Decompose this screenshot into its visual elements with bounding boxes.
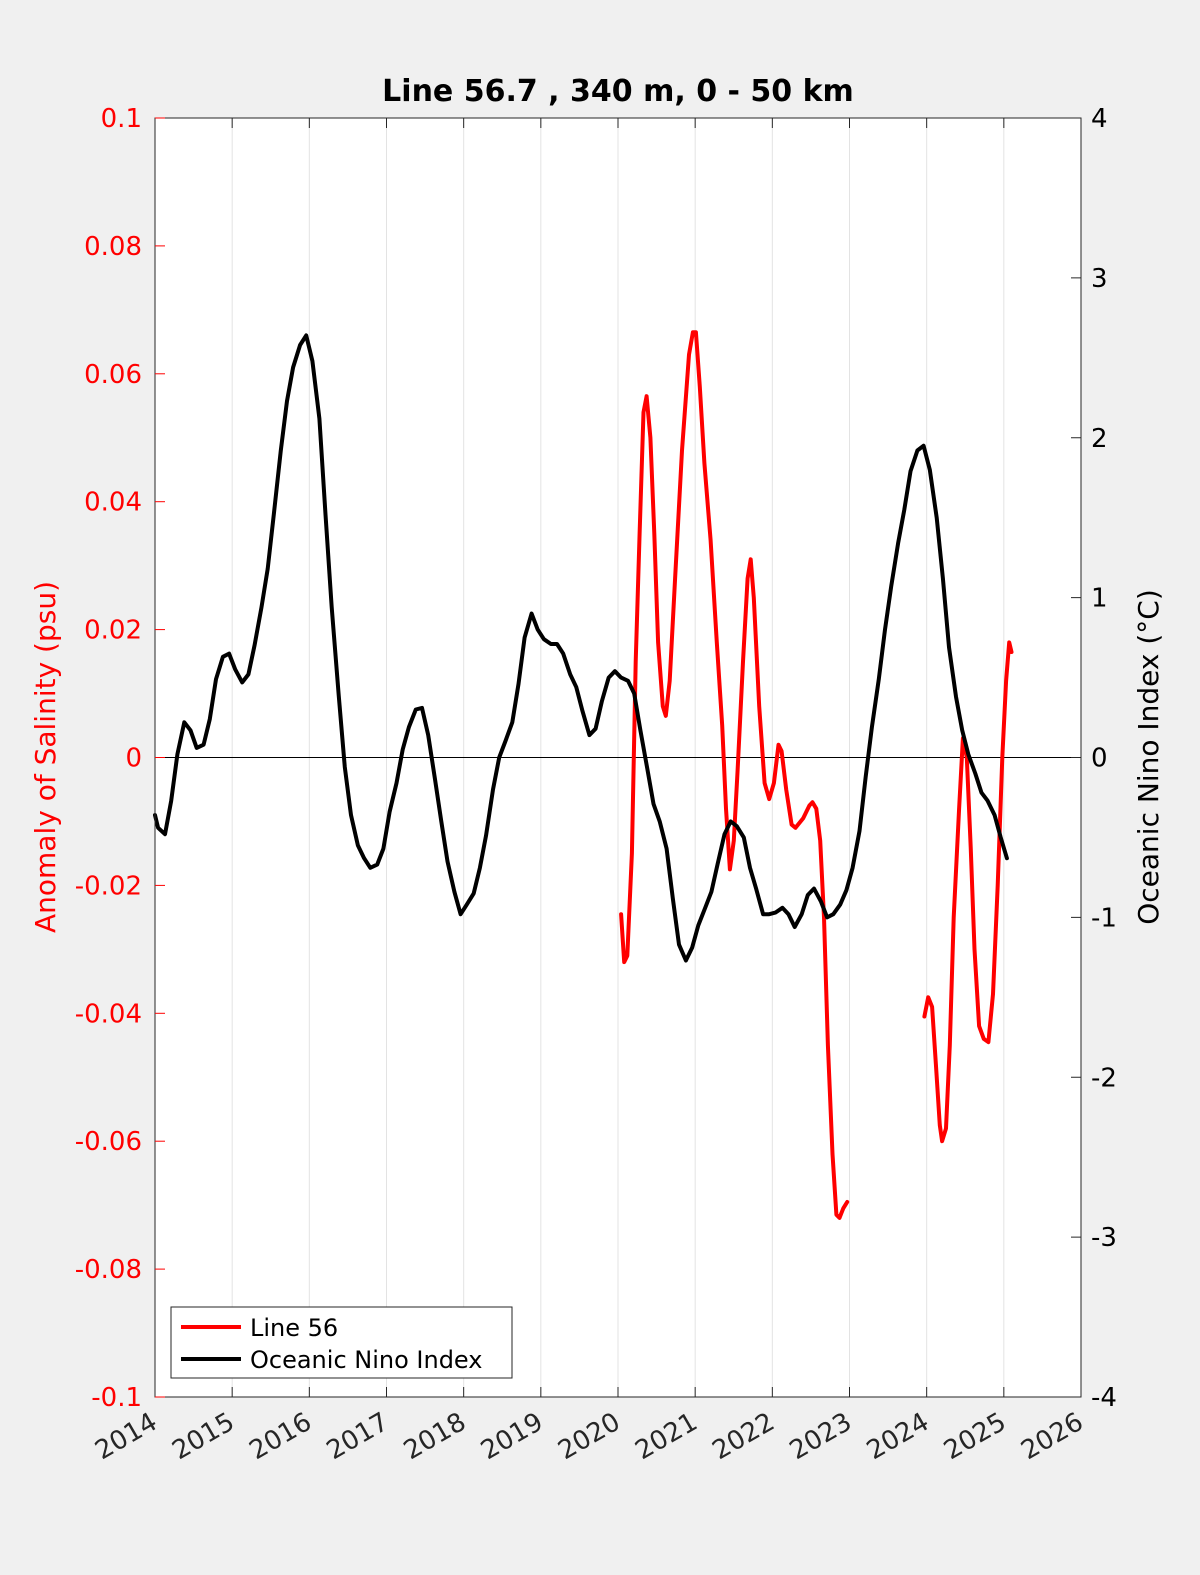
y-right-tick-label: 2 [1091,424,1108,454]
y-left-tick-label: 0.04 [84,488,142,518]
oni-series-segment-1 [153,333,1009,963]
y-right-axis-label: Oceanic Nino Index (°C) [1132,589,1165,925]
y-right-tick-label: -2 [1091,1063,1117,1093]
y-left-tick-label: -0.02 [75,871,142,901]
y-left-tick-label: -0.1 [91,1383,142,1413]
series-layer [153,330,1014,1220]
y-left-tick-label: 0.06 [84,360,142,390]
y-right-tick-label: -3 [1091,1223,1117,1253]
y-left-axis-label: Anomaly of Salinity (psu) [29,581,62,933]
y-right-tick-label: 0 [1091,744,1108,774]
y-left-tick-label: 0.02 [84,616,142,646]
y-left-tick-label: 0 [125,744,142,774]
y-right-tick-label: -4 [1091,1383,1117,1413]
legend-label-oni: Oceanic Nino Index [250,1346,482,1374]
y-right-tick-label: 3 [1091,264,1108,294]
y-left-tick-label: -0.08 [75,1255,142,1285]
y-left-tick-label: 0.08 [84,232,142,262]
legend: Line 56 Oceanic Nino Index [170,1306,513,1379]
y-right-tick-label: 1 [1091,584,1108,614]
y-left-tick-label: -0.04 [75,999,142,1029]
chart-title: Line 56.7 , 340 m, 0 - 50 km [382,74,854,109]
y-left-tick-label: -0.06 [75,1127,142,1157]
y-right-tick-label: -1 [1091,903,1117,933]
legend-label-line-56: Line 56 [250,1314,338,1342]
line-56-series-segment-2 [922,640,1014,1144]
y-left-tick-label: 0.1 [101,104,142,134]
y-left-axis: 0.1 0.08 0.06 0.04 0.02 0 -0.02 -0.04 -0.06 -0.08… [75,104,165,1413]
line-56-series-segment-1 [619,330,850,1220]
y-right-tick-label: 4 [1091,104,1108,134]
y-right-axis: 4 3 2 1 0 -1 -2 -3 -4 [1071,104,1117,1413]
legend-box [170,1306,513,1379]
